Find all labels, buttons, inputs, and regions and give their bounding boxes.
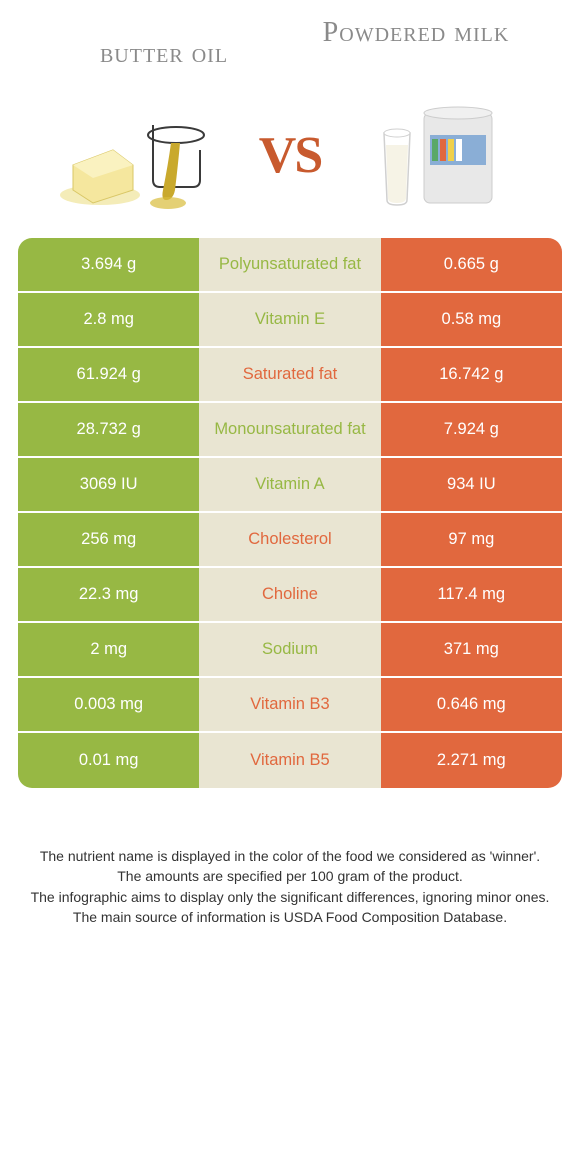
value-right: 0.58 mg <box>381 293 562 348</box>
table-row: 2.8 mgVitamin E0.58 mg <box>18 293 562 348</box>
value-left: 28.732 g <box>18 403 199 458</box>
table-row: 61.924 gSaturated fat16.742 g <box>18 348 562 403</box>
value-left: 2 mg <box>18 623 199 678</box>
comparison-table: 3.694 gPolyunsaturated fat0.665 g2.8 mgV… <box>18 238 562 788</box>
value-left: 3069 IU <box>18 458 199 513</box>
table-row: 0.003 mgVitamin B30.646 mg <box>18 678 562 733</box>
footnote-line: The amounts are specified per 100 gram o… <box>28 866 552 886</box>
value-left: 22.3 mg <box>18 568 199 623</box>
value-right: 117.4 mg <box>381 568 562 623</box>
footnote-line: The main source of information is USDA F… <box>28 907 552 927</box>
table-row: 3.694 gPolyunsaturated fat0.665 g <box>18 238 562 293</box>
table-row: 0.01 mgVitamin B52.271 mg <box>18 733 562 788</box>
butter-oil-image <box>28 90 259 220</box>
images-row: VS <box>18 90 562 220</box>
nutrient-label: Vitamin B5 <box>199 733 380 788</box>
value-right: 371 mg <box>381 623 562 678</box>
value-left: 0.01 mg <box>18 733 199 788</box>
title-left: butter oil <box>38 18 290 70</box>
value-left: 0.003 mg <box>18 678 199 733</box>
value-right: 0.646 mg <box>381 678 562 733</box>
table-row: 2 mgSodium371 mg <box>18 623 562 678</box>
nutrient-label: Vitamin A <box>199 458 380 513</box>
footnote-line: The infographic aims to display only the… <box>28 887 552 907</box>
nutrient-label: Vitamin B3 <box>199 678 380 733</box>
value-right: 934 IU <box>381 458 562 513</box>
value-right: 97 mg <box>381 513 562 568</box>
value-left: 256 mg <box>18 513 199 568</box>
value-right: 2.271 mg <box>381 733 562 788</box>
value-right: 16.742 g <box>381 348 562 403</box>
nutrient-label: Sodium <box>199 623 380 678</box>
nutrient-label: Cholesterol <box>199 513 380 568</box>
nutrient-label: Choline <box>199 568 380 623</box>
nutrient-label: Monounsaturated fat <box>199 403 380 458</box>
footnote-line: The nutrient name is displayed in the co… <box>28 846 552 866</box>
value-right: 7.924 g <box>381 403 562 458</box>
value-right: 0.665 g <box>381 238 562 293</box>
footnotes: The nutrient name is displayed in the co… <box>18 846 562 927</box>
powdered-milk-image <box>321 90 552 220</box>
table-row: 22.3 mgCholine117.4 mg <box>18 568 562 623</box>
value-left: 3.694 g <box>18 238 199 293</box>
nutrient-label: Saturated fat <box>199 348 380 403</box>
nutrient-label: Polyunsaturated fat <box>199 238 380 293</box>
vs-badge: VS <box>259 126 321 185</box>
value-left: 61.924 g <box>18 348 199 403</box>
title-right: Powdered milk <box>290 18 542 49</box>
header: butter oil Powdered milk <box>18 18 562 70</box>
table-row: 28.732 gMonounsaturated fat7.924 g <box>18 403 562 458</box>
value-left: 2.8 mg <box>18 293 199 348</box>
table-row: 256 mgCholesterol97 mg <box>18 513 562 568</box>
table-row: 3069 IUVitamin A934 IU <box>18 458 562 513</box>
nutrient-label: Vitamin E <box>199 293 380 348</box>
